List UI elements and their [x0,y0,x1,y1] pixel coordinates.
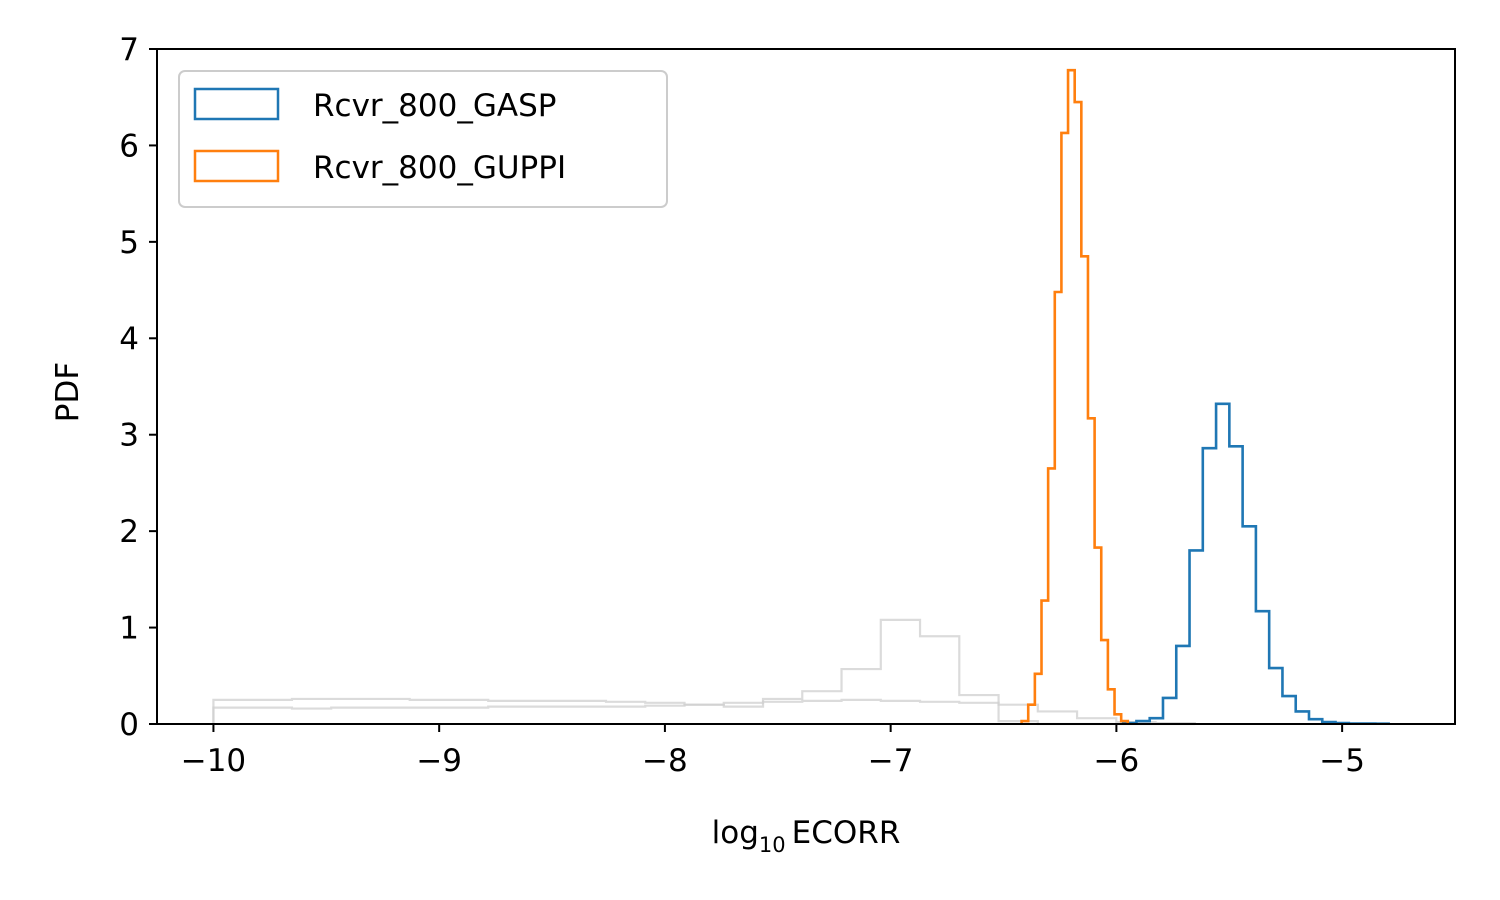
x-tick-label: −6 [1094,743,1140,779]
y-tick-label: 4 [119,321,139,357]
x-tick-label: −7 [868,743,914,779]
y-tick-label: 7 [119,32,139,68]
prior-histograms [212,618,1196,726]
x-axis-label: log10 ECORR [712,815,901,857]
posterior-histograms [1020,68,1390,726]
plot-frame [156,48,1456,725]
y-tick-label: 3 [119,418,139,454]
histogram-series-0 [1121,402,1390,726]
x-tick-label: −8 [642,743,688,779]
legend-swatch-gasp [193,87,280,121]
legend-swatch-guppi [193,149,280,183]
y-tick-label: 0 [119,707,139,743]
x-axis-ticks: −10 −9 −8 −7 −6 −5 [181,724,1365,779]
x-tick-label: −5 [1319,743,1365,779]
y-axis-ticks: 0 1 2 3 4 5 6 7 [119,32,157,743]
y-tick-label: 6 [119,128,139,164]
y-tick-label: 1 [119,611,139,647]
legend: Rcvr_800_GASP Rcvr_800_GUPPI [178,70,668,208]
x-tick-label: −9 [416,743,462,779]
y-axis-label: PDF [50,362,86,422]
legend-label-gasp: Rcvr_800_GASP [313,88,556,124]
y-tick-label: 5 [119,225,139,261]
y-tick-label: 2 [119,514,139,550]
prior-histogram-3 [212,698,1196,725]
x-tick-label: −10 [181,743,246,779]
histogram-series-1 [1020,68,1130,724]
legend-frame [178,70,668,208]
legend-label-guppi: Rcvr_800_GUPPI [313,150,566,186]
